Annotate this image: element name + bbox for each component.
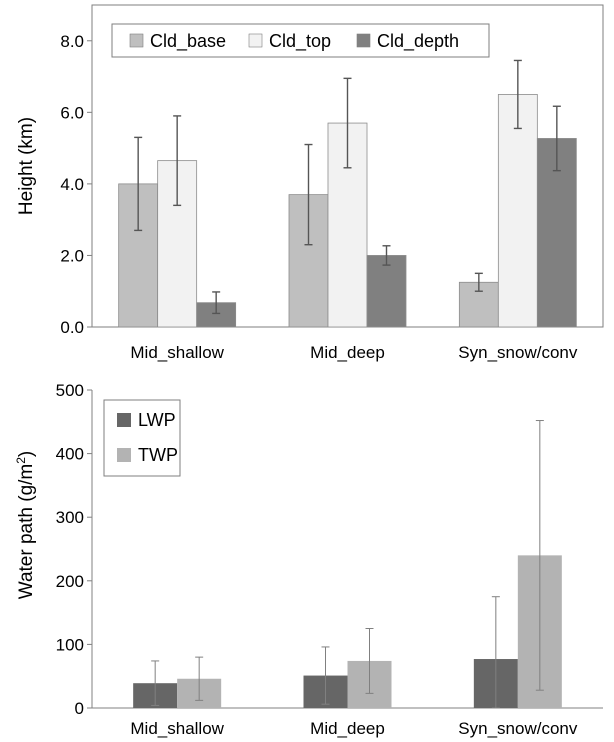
category-label: Mid_deep: [310, 343, 385, 362]
bottom-bars: [133, 420, 562, 709]
bottom-legend-box: [103, 399, 181, 477]
legend-label-cld-top: Cld_top: [269, 31, 331, 52]
category-label: Mid_shallow: [130, 343, 224, 362]
y-tick-label: 400: [56, 445, 84, 464]
bottom-y-axis-label-sup: 2: [14, 457, 28, 464]
legend-swatch-cld-base: [129, 33, 144, 48]
legend-swatch-lwp: [117, 413, 131, 427]
y-tick-label: 0.0: [60, 318, 84, 337]
bar-cld-top: [497, 94, 538, 328]
top-y-axis-label: Height (km): [16, 117, 37, 215]
legend-swatch-cld-top: [248, 33, 263, 48]
y-tick-label: 6.0: [60, 103, 84, 122]
bottom-y-axis-label-close: ): [16, 451, 37, 457]
top-legend-box: [111, 23, 490, 58]
y-tick-label: 4.0: [60, 175, 84, 194]
bottom-chart: 0 100 200 300 400 500 Mid_shallow Mid_deep Syn_…: [14, 381, 603, 738]
legend-label-cld-base: Cld_base: [150, 31, 226, 52]
legend-label-cld-depth: Cld_depth: [377, 31, 459, 52]
top-bars: [118, 59, 577, 328]
legend-label-twp: TWP: [138, 445, 178, 465]
top-categories: Mid_shallow Mid_deep Syn_snow/conv: [130, 343, 577, 362]
y-tick-label: 0: [75, 699, 84, 718]
y-tick-label: 8.0: [60, 32, 84, 51]
y-tick-label: 200: [56, 572, 84, 591]
top-legend: Cld_base Cld_top Cld_depth: [111, 23, 490, 58]
legend-swatch-twp: [117, 448, 131, 462]
bottom-categories: Mid_shallow Mid_deep Syn_snow/conv: [130, 719, 577, 738]
category-label: Syn_snow/conv: [458, 719, 578, 738]
category-label: Syn_snow/conv: [458, 343, 578, 362]
top-chart: 0.0 2.0 4.0 6.0 8.0 Mid_shallow Mid_deep Syn_s…: [16, 4, 604, 362]
top-y-ticks: 0.0 2.0 4.0 6.0 8.0: [60, 32, 92, 337]
y-tick-label: 300: [56, 508, 84, 527]
legend-swatch-cld-depth: [356, 33, 371, 48]
bottom-y-axis-label-main: Water path (g/m: [16, 464, 37, 600]
bar-cld-depth: [196, 302, 237, 328]
y-tick-label: 500: [56, 381, 84, 400]
bar-cld-depth: [366, 255, 407, 328]
y-tick-label: 100: [56, 635, 84, 654]
bottom-legend: LWP TWP: [103, 399, 181, 477]
bottom-y-axis-label: Water path (g/m2): [14, 451, 37, 600]
bottom-y-ticks: 0 100 200 300 400 500: [56, 381, 92, 718]
y-tick-label: 2.0: [60, 246, 84, 265]
category-label: Mid_deep: [310, 719, 385, 738]
legend-label-lwp: LWP: [138, 410, 176, 430]
category-label: Mid_shallow: [130, 719, 224, 738]
